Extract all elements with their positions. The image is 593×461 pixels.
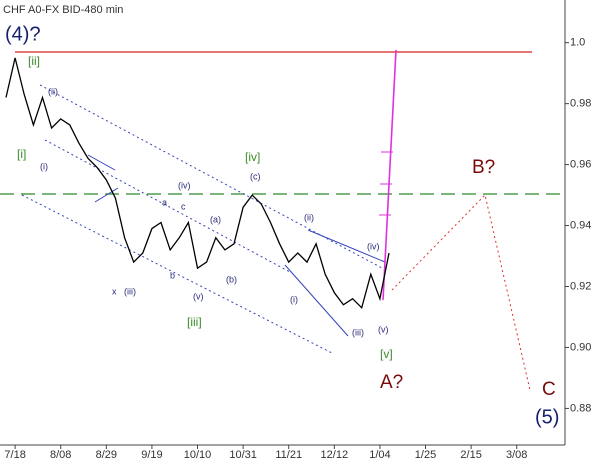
- wave-label: a: [162, 197, 167, 207]
- wave-label: (a): [210, 214, 221, 224]
- x-tick-label: 1/25: [415, 449, 436, 461]
- wave-label: (ii): [48, 86, 58, 96]
- wave-label: A?: [380, 372, 403, 393]
- trend-line: [94, 187, 119, 203]
- wave-label: [iii]: [187, 315, 202, 329]
- wave-label: (4)?: [5, 23, 41, 45]
- x-tick-label: 9/19: [141, 449, 162, 461]
- price-line: [5, 57, 390, 310]
- wave-label: (b): [226, 274, 237, 284]
- projection-line: [382, 49, 397, 301]
- y-tick-label: 0.96: [570, 158, 591, 170]
- wave-label: [v]: [380, 347, 393, 361]
- x-tick-label: 8/08: [50, 449, 71, 461]
- x-tick-label: 8/29: [96, 449, 117, 461]
- wave-label: (iv): [178, 180, 191, 190]
- wave-label: [ii]: [28, 54, 40, 68]
- trend-line: [87, 154, 116, 171]
- wave-label: (iv): [367, 241, 380, 251]
- y-tick-label: 0.98: [570, 98, 591, 110]
- wave-label: (c): [250, 171, 261, 181]
- wave-label: [iv]: [245, 150, 260, 164]
- wave-label: x: [112, 286, 117, 296]
- x-tick-label: 1/04: [369, 449, 390, 461]
- chart-title: CHF A0-FX BID-480 min: [3, 4, 123, 16]
- y-tick-label: 1.0: [570, 37, 585, 49]
- plot-area: [0, 0, 565, 445]
- wave-label: (iii): [352, 327, 364, 337]
- y-tick-label: 0.88: [570, 402, 591, 414]
- wave-label: (iii): [124, 286, 136, 296]
- x-tick-label: 7/18: [4, 449, 25, 461]
- wave-label: (v): [378, 324, 389, 334]
- wave-label: C: [542, 379, 556, 400]
- trend-line: [284, 264, 349, 337]
- y-tick-label: 0.94: [570, 219, 591, 231]
- wave-label: (ii): [304, 212, 314, 222]
- x-tick-label: 3/08: [506, 449, 527, 461]
- y-tick-label: 0.92: [570, 280, 591, 292]
- x-tick-label: 10/31: [229, 449, 257, 461]
- wave-label: (i): [290, 294, 298, 304]
- trend-line: [307, 229, 386, 263]
- x-tick-label: 10/10: [184, 449, 212, 461]
- x-tick-label: 2/15: [460, 449, 481, 461]
- channel-line: [44, 139, 291, 273]
- forecast-path: [391, 193, 531, 391]
- wave-label: b: [170, 270, 175, 280]
- wave-label: (v): [193, 291, 204, 301]
- wave-label: B?: [472, 157, 495, 178]
- wave-label: (i): [40, 161, 48, 171]
- y-tick-label: 0.90: [570, 341, 591, 353]
- wave-label: c: [181, 201, 186, 211]
- wave-label: [i]: [17, 147, 26, 161]
- projection-ticks: [379, 151, 393, 216]
- x-tick-label: 11/21: [275, 449, 302, 461]
- wave-label: (5): [535, 406, 559, 428]
- x-tick-label: 12/12: [321, 449, 349, 461]
